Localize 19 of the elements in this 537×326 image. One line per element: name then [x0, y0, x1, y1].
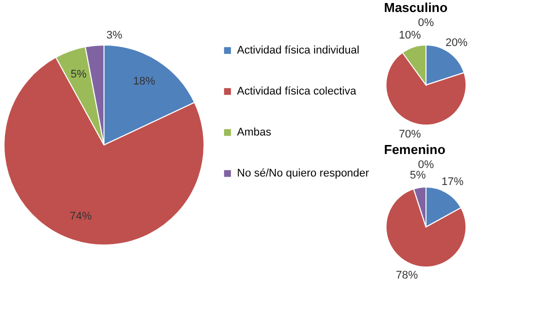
data-label: 20%: [446, 36, 468, 49]
chart-title: Masculino: [384, 0, 448, 15]
legend-label: Ambas: [237, 126, 272, 138]
data-label: 78%: [396, 269, 418, 282]
data-label: 10%: [398, 30, 422, 42]
chart-title: Femenino: [384, 142, 446, 157]
data-label: 5%: [410, 170, 426, 182]
data-label: 3%: [106, 29, 123, 42]
pie-slice: [386, 188, 466, 268]
data-label: 17%: [441, 176, 464, 188]
legend-label: Actividad física individual: [237, 44, 360, 56]
data-label: 5%: [70, 68, 87, 80]
legend-label: Actividad física colectiva: [237, 86, 358, 98]
legend-label: No sé/No quiero responder: [237, 168, 370, 180]
text: 0%: [418, 159, 434, 171]
data-label: 74%: [70, 210, 92, 222]
data-label: 70%: [398, 128, 422, 140]
text: 0%: [418, 17, 434, 29]
data-label: 18%: [133, 76, 156, 88]
